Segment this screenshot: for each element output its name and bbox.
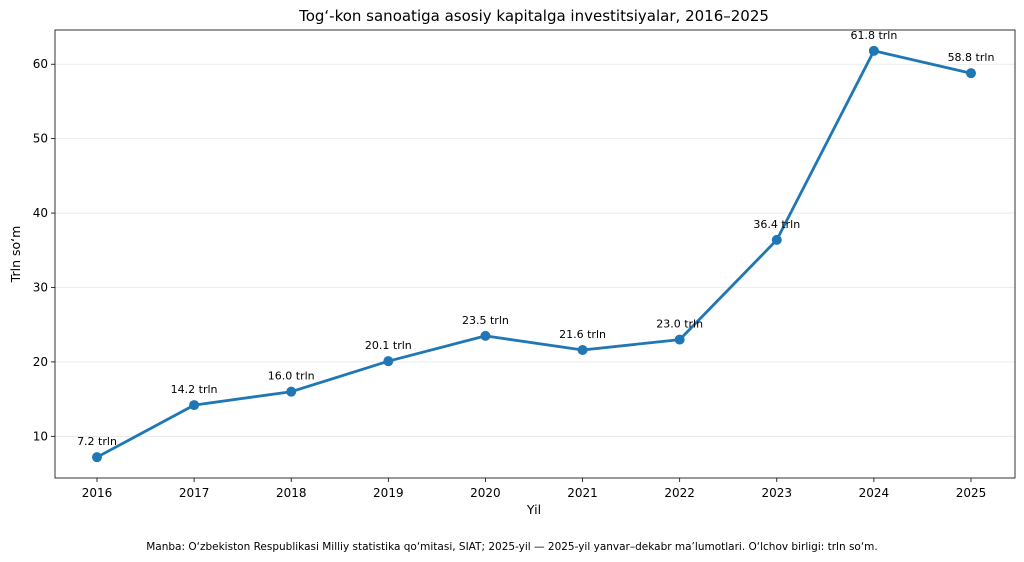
plot-area-frame <box>54 29 1016 479</box>
data-point <box>480 330 491 341</box>
x-tick-label: 2017 <box>179 486 210 500</box>
y-tick-label: 10 <box>33 429 48 443</box>
y-tick-label: 40 <box>33 206 48 220</box>
x-tick-label: 2016 <box>82 486 113 500</box>
data-point <box>92 452 102 463</box>
series-line <box>96 49 972 459</box>
data-label: 23.0 trln <box>656 318 703 331</box>
data-label: 61.8 trln <box>850 29 897 42</box>
data-label: 23.5 trln <box>462 314 509 327</box>
data-label: 20.1 trln <box>365 339 412 352</box>
data-point <box>577 345 588 355</box>
x-tick-label: 2022 <box>664 486 695 500</box>
data-point <box>771 234 782 245</box>
data-label: 36.4 trln <box>753 218 800 231</box>
data-point <box>674 334 685 345</box>
data-label: 58.8 trln <box>948 51 995 64</box>
gridlines <box>55 63 1015 437</box>
data-label: 7.2 trln <box>77 435 117 448</box>
data-label: 14.2 trln <box>171 383 218 396</box>
data-label: 16.0 trln <box>268 370 315 383</box>
data-point <box>966 68 976 79</box>
data-point <box>286 386 297 397</box>
y-tick-label: 20 <box>33 355 48 369</box>
source-note: Manba: O‘zbekiston Respublikasi Milliy s… <box>146 541 878 553</box>
data-point <box>189 400 200 411</box>
data-points <box>92 45 976 463</box>
y-axis: 10 20 30 40 50 60 <box>33 57 55 443</box>
y-tick-label: 60 <box>33 57 48 71</box>
x-tick-label: 2023 <box>762 486 793 500</box>
x-tick-label: 2024 <box>859 486 890 500</box>
x-tick-label: 2020 <box>470 486 501 500</box>
data-point <box>868 45 879 56</box>
x-tick-label: 2019 <box>373 486 404 500</box>
data-point <box>383 356 394 367</box>
x-axis-label: Yil <box>526 502 541 517</box>
data-labels: 7.2 trln 14.2 trln 16.0 trln 20.1 trln 23.5 … <box>77 29 994 448</box>
x-tick-label: 2025 <box>956 486 987 500</box>
y-axis-label: Trln so‘m <box>8 226 23 284</box>
y-tick-label: 50 <box>33 132 48 146</box>
data-label: 21.6 trln <box>559 328 606 341</box>
chart-title: Tog‘-kon sanoatiga asosiy kapitalga inve… <box>298 7 769 25</box>
x-tick-label: 2021 <box>567 486 598 500</box>
x-axis: 2016 2017 2018 2019 2020 2021 2022 2023 2024 2025 <box>82 478 987 500</box>
x-tick-label: 2018 <box>276 486 307 500</box>
y-tick-label: 30 <box>33 280 48 294</box>
